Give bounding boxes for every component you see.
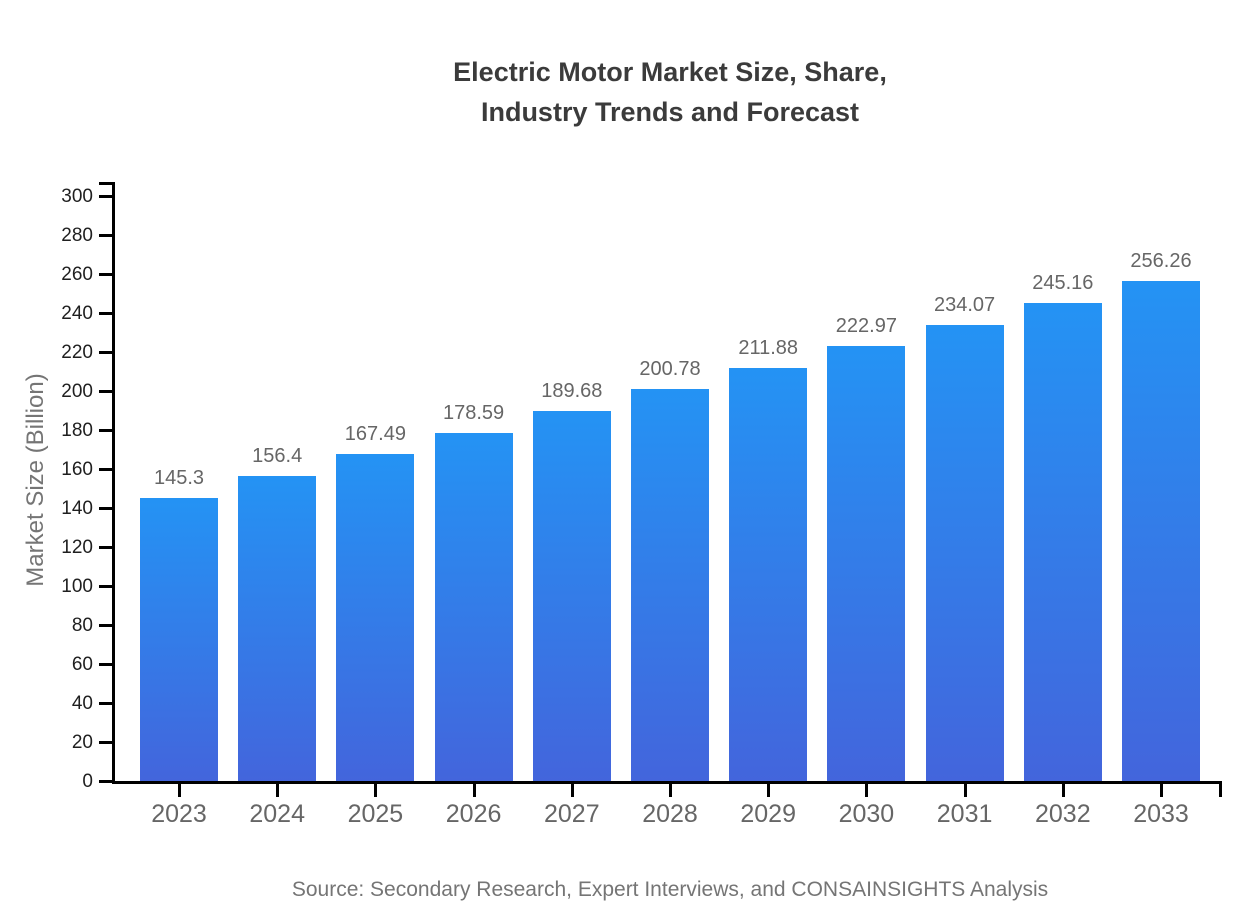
y-tick-mark — [99, 546, 112, 549]
bar-value-label: 245.16 — [1032, 271, 1094, 294]
y-axis-line — [112, 182, 115, 784]
y-tick-label: 200 — [61, 381, 93, 402]
x-tick-mark — [669, 784, 672, 797]
bar-value-label: 256.26 — [1130, 250, 1192, 273]
y-tick-mark — [99, 468, 112, 471]
bar-value-label: 200.78 — [639, 358, 701, 381]
x-tick-mark — [472, 784, 476, 797]
bar-value-label: 234.07 — [934, 293, 996, 316]
y-tick-mark — [99, 273, 112, 276]
bar-2032 — [1023, 302, 1102, 781]
x-tick-mark — [963, 784, 967, 797]
bar-2029 — [729, 367, 808, 781]
bar-value-label: 211.88 — [738, 336, 799, 359]
x-tick-mark — [865, 784, 869, 797]
y-tick-mark — [99, 780, 112, 783]
x-axis-line — [112, 781, 1222, 784]
y-tick-label: 220 — [61, 342, 93, 363]
y-tick-label: 260 — [61, 264, 93, 285]
bar-2026 — [434, 432, 513, 781]
x-tick-mark — [374, 784, 378, 797]
x-tick-mark — [767, 784, 771, 797]
y-tick-label: 20 — [71, 732, 93, 753]
x-tick-label: 2023 — [151, 800, 207, 828]
y-tick-mark — [99, 195, 112, 198]
x-tick-label: 2024 — [249, 800, 305, 828]
y-tick-mark — [99, 741, 112, 744]
bar-2025 — [336, 454, 415, 781]
y-tick-label: 300 — [61, 186, 93, 207]
y-tick-label: 160 — [61, 459, 93, 480]
y-tick-mark — [99, 312, 112, 315]
bar-2031 — [925, 324, 1004, 781]
y-tick-label: 240 — [61, 303, 93, 324]
x-tick-mark — [1061, 784, 1065, 797]
x-tick-mark — [276, 784, 280, 797]
y-tick-mark — [99, 234, 112, 237]
x-axis-end-cap — [1219, 781, 1222, 797]
x-tick-label: 2027 — [543, 800, 600, 828]
bar-2023 — [140, 497, 218, 781]
bar-value-label: 178.59 — [443, 401, 505, 424]
bar-2027 — [532, 411, 611, 781]
x-tick-label: 2031 — [936, 800, 993, 828]
y-tick-mark — [99, 351, 112, 354]
bar-2033 — [1122, 281, 1200, 781]
chart-title-line-1: Electric Motor Market Size, Share, — [453, 57, 887, 87]
y-tick-label: 0 — [82, 771, 93, 792]
bar-value-label: 189.68 — [541, 380, 603, 403]
bar-2028 — [631, 389, 709, 781]
y-tick-mark — [99, 429, 112, 432]
x-tick-label: 2025 — [347, 800, 404, 828]
x-tick-mark — [570, 784, 574, 797]
y-tick-mark — [99, 663, 112, 666]
x-tick-mark — [178, 784, 181, 797]
bar-2030 — [827, 346, 906, 781]
bar-value-label: 145.3 — [153, 466, 205, 489]
bar-value-label: 167.49 — [344, 423, 406, 446]
chart-title-line-2: Industry Trends and Forecast — [480, 97, 860, 127]
y-tick-label: 140 — [61, 498, 93, 519]
x-tick-label: 2032 — [1034, 800, 1091, 828]
bar-value-label: 156.4 — [252, 445, 303, 468]
x-tick-label: 2029 — [740, 800, 796, 828]
y-tick-label: 100 — [61, 576, 93, 597]
x-tick-mark — [1160, 784, 1163, 797]
x-tick-label: 2026 — [445, 800, 502, 828]
y-tick-mark — [99, 702, 112, 705]
y-tick-label: 180 — [61, 420, 93, 441]
y-tick-mark — [99, 624, 112, 627]
y-axis-end-cap — [99, 182, 112, 185]
y-tick-mark — [99, 507, 112, 510]
y-tick-label: 120 — [61, 537, 93, 558]
y-tick-mark — [99, 585, 112, 588]
y-tick-label: 40 — [71, 693, 93, 714]
chart-title: Electric Motor Market Size, Share, Indus… — [80, 52, 1260, 132]
y-tick-mark — [99, 390, 112, 393]
x-tick-label: 2033 — [1133, 800, 1189, 828]
y-tick-label: 80 — [71, 615, 93, 636]
bar-value-label: 222.97 — [835, 315, 897, 338]
source-note: Source: Secondary Research, Expert Inter… — [291, 878, 1049, 901]
bar-2024 — [238, 476, 317, 781]
x-tick-label: 2028 — [642, 800, 698, 828]
x-tick-label: 2030 — [838, 800, 895, 828]
y-tick-label: 60 — [71, 654, 93, 675]
y-tick-label: 280 — [61, 225, 93, 246]
